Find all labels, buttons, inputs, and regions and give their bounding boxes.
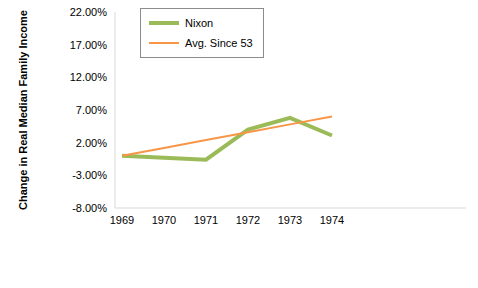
html-text:Avg. Since 53: Avg. Since 53 xyxy=(185,37,253,49)
svg-text:-8.00%: -8.00% xyxy=(72,202,107,214)
svg-text:Change in Real Median Family I: Change in Real Median Family Income xyxy=(17,10,29,210)
svg-text:1973: 1973 xyxy=(278,214,302,226)
svg-text:1971: 1971 xyxy=(194,214,218,226)
svg-text:12.00%: 12.00% xyxy=(70,71,108,83)
html-text:Nixon: Nixon xyxy=(185,17,214,29)
svg-text:17.00%: 17.00% xyxy=(70,39,108,51)
svg-text:1972: 1972 xyxy=(236,214,260,226)
svg-text:1970: 1970 xyxy=(152,214,176,226)
svg-text:-3.00%: -3.00% xyxy=(72,169,107,181)
svg-text:22.00%: 22.00% xyxy=(70,6,108,18)
svg-text:2.00%: 2.00% xyxy=(76,137,107,149)
svg-text:1969: 1969 xyxy=(110,214,134,226)
svg-text:1974: 1974 xyxy=(320,214,344,226)
svg-text:7.00%: 7.00% xyxy=(76,104,107,116)
